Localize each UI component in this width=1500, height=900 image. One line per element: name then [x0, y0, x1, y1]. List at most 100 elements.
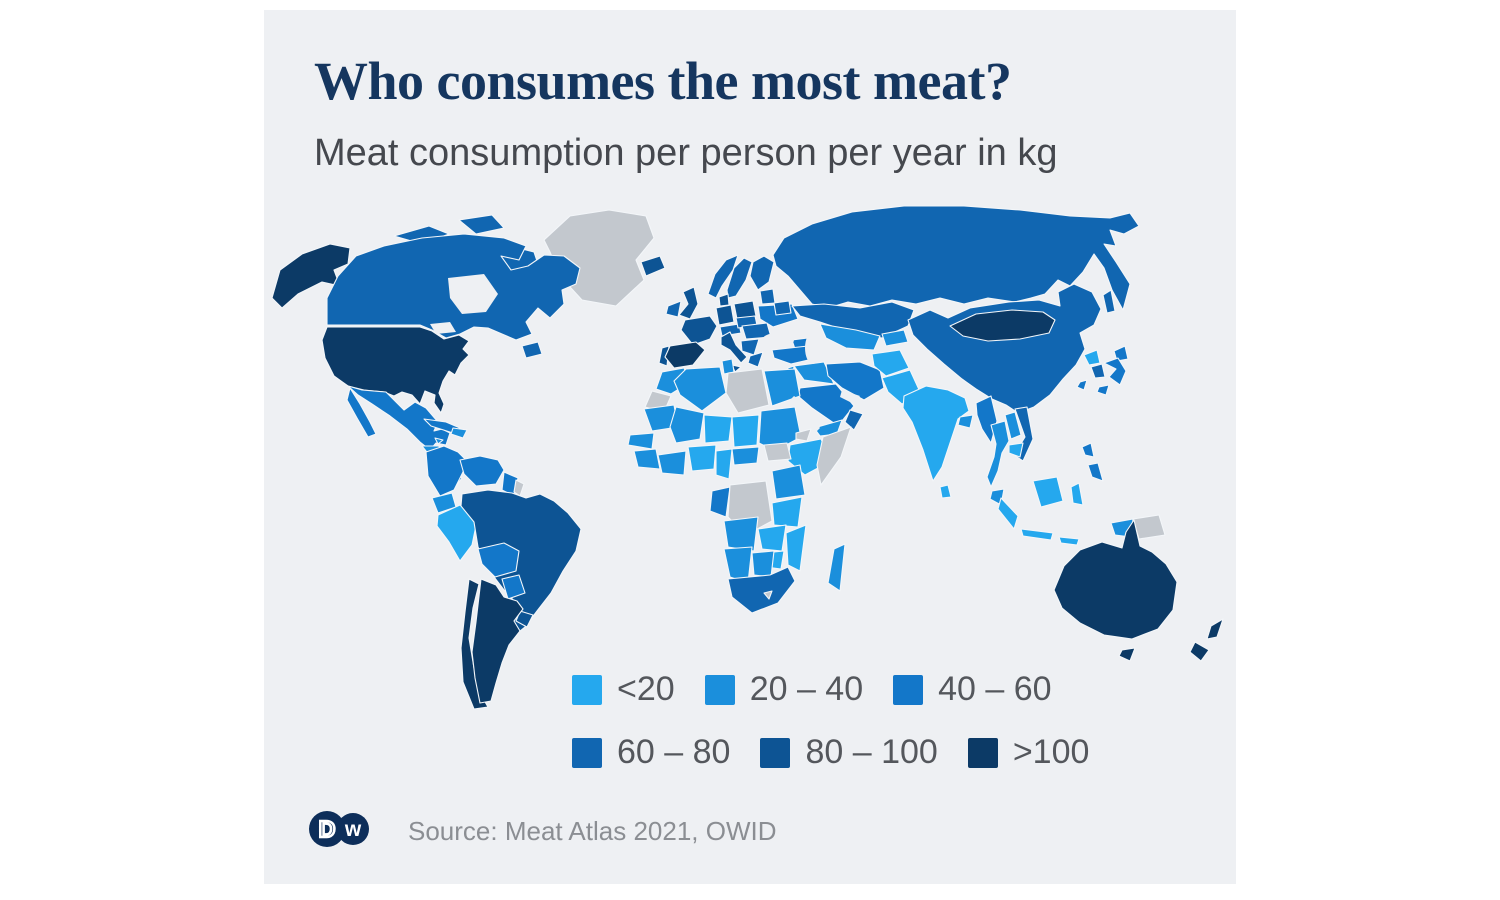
- red-sea: [790, 396, 820, 433]
- country-lesser-sunda: [1058, 536, 1080, 546]
- legend-swatch-60-80: [572, 737, 602, 768]
- legend-swatch-gt100: [967, 737, 998, 768]
- country-sudan: [758, 406, 802, 452]
- country-afghanistan: [871, 349, 910, 377]
- country-sulawesi: [1070, 482, 1084, 506]
- map-legend: <20 20 – 40 40 – 60 60 – 80 80 – 100: [572, 670, 1089, 796]
- legend-row-1: <20 20 – 40 40 – 60: [572, 670, 1089, 709]
- country-canada-arctic2: [458, 214, 505, 235]
- dw-logo-circle-right: [337, 813, 369, 845]
- country-greece: [747, 351, 764, 368]
- country-baja: [346, 387, 377, 438]
- country-finland: [749, 255, 775, 291]
- country-central-african-republic: [731, 446, 760, 466]
- legend-swatch-lt20: [572, 674, 602, 705]
- country-kalimantan: [1032, 476, 1064, 508]
- country-eritrea: [795, 428, 812, 442]
- country-sweden: [726, 257, 753, 299]
- legend-label-80-100: 80 – 100: [805, 733, 938, 771]
- country-botswana: [751, 550, 775, 578]
- country-bangladesh: [957, 414, 974, 429]
- country-philippines-luzon: [1081, 442, 1095, 458]
- legend-item-lt20: <20: [572, 670, 675, 709]
- dw-logo-circle-left: [309, 811, 345, 847]
- country-iceland: [640, 255, 666, 277]
- legend-item-80-100: 80 – 100: [760, 733, 938, 772]
- legend-label-40-60: 40 – 60: [938, 670, 1052, 708]
- country-new-zealand-north: [1206, 618, 1224, 640]
- legend-label-20-40: 20 – 40: [749, 670, 864, 708]
- country-japan-honshu: [1103, 357, 1127, 386]
- country-senegal: [627, 432, 655, 450]
- legend-label-60-80: 60 – 80: [617, 733, 731, 771]
- country-uzbekistan-turkmenistan: [819, 323, 881, 351]
- country-philippines-mindanao: [1087, 462, 1104, 482]
- country-kyrgyzstan-tajikistan: [881, 329, 909, 347]
- hudson-bay: [448, 274, 498, 314]
- country-oman: [844, 409, 864, 431]
- country-egypt: [763, 368, 801, 407]
- country-gabon-congo: [709, 486, 731, 518]
- dw-logo-letter-d: D: [319, 816, 336, 842]
- legend-item-20-40: 20 – 40: [704, 670, 864, 709]
- country-germany: [715, 304, 735, 326]
- country-algeria: [673, 366, 727, 412]
- caspian-sea: [805, 332, 821, 364]
- country-baltics: [759, 288, 776, 305]
- country-australia: [1053, 519, 1178, 640]
- country-cambodia: [1008, 442, 1024, 458]
- country-new-zealand-south: [1189, 641, 1210, 662]
- legend-item-gt100: >100: [967, 733, 1090, 772]
- country-north-korea: [1083, 349, 1101, 366]
- country-colombia: [425, 445, 469, 497]
- country-cameroon: [715, 448, 733, 480]
- country-portugal: [658, 345, 670, 367]
- country-libya: [725, 368, 770, 414]
- country-taiwan: [1076, 379, 1088, 391]
- country-mongolia: [949, 309, 1056, 342]
- country-ireland: [665, 300, 682, 318]
- country-ghana-cote-divoire: [657, 450, 687, 476]
- country-japan-hokkaido: [1113, 345, 1129, 362]
- country-zambia: [757, 524, 787, 552]
- country-laos: [1004, 411, 1022, 440]
- great-lakes: [430, 322, 456, 334]
- country-nigeria: [687, 444, 717, 472]
- black-sea: [762, 333, 794, 347]
- country-bolivia: [477, 542, 520, 578]
- country-russia: [772, 205, 1140, 311]
- country-iran: [825, 361, 885, 401]
- legend-label-gt100: >100: [1012, 733, 1090, 771]
- country-france: [680, 315, 718, 346]
- country-thailand: [986, 420, 1010, 488]
- country-lesotho: [763, 590, 773, 600]
- page-subtitle: Meat consumption per person per year in …: [314, 132, 1058, 174]
- country-usa: [321, 326, 470, 414]
- country-tasmania: [1118, 647, 1136, 662]
- country-poland: [733, 300, 757, 320]
- legend-label-lt20: <20: [617, 670, 675, 708]
- country-argentina: [471, 578, 524, 704]
- country-uganda-kenya: [771, 464, 806, 500]
- infographic-card: Who consumes the most meat? Meat consump…: [264, 10, 1236, 884]
- country-madagascar: [827, 543, 846, 592]
- country-south-korea: [1090, 363, 1106, 379]
- country-india: [902, 385, 970, 482]
- page-title: Who consumes the most meat?: [314, 51, 1012, 111]
- country-south-africa: [727, 566, 796, 614]
- country-uruguay: [515, 610, 534, 628]
- country-japan-kyushu: [1096, 384, 1110, 396]
- legend-item-60-80: 60 – 80: [572, 733, 730, 772]
- country-tunisia: [721, 358, 735, 375]
- country-spain: [664, 341, 706, 369]
- country-hispaniola: [450, 427, 468, 439]
- country-kazakhstan: [791, 301, 915, 339]
- country-jamaica: [434, 437, 444, 445]
- country-guinea: [633, 448, 661, 470]
- country-norway: [707, 254, 739, 299]
- country-mexico: [347, 385, 451, 451]
- country-sumatra: [997, 497, 1019, 530]
- country-venezuela: [459, 455, 505, 487]
- country-niger: [703, 414, 733, 444]
